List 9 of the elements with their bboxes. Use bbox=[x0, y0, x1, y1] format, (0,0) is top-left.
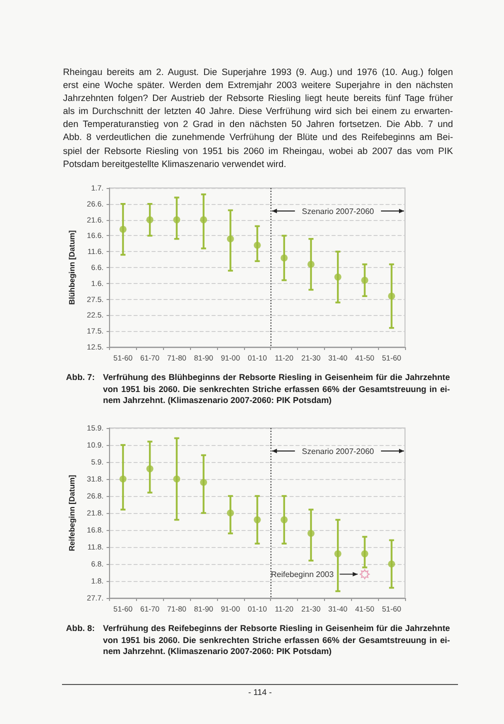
text: Verfrühung des Reifebeginns der Rebsorte Riesling in Geisenheim für die Jahrzehnte von 1951 bis 2060. Die senkrechten Striche erfassen 66% der Gesamtstreuung in ei- nem Jahrzehnt. (Klimaszenario 2007-2060: PIK Potsdam) bbox=[103, 623, 450, 656]
caption: Abb. 7: bbox=[66, 372, 95, 382]
caption: Abb. 8: bbox=[66, 623, 95, 633]
ref-line-label: Szenario 2007-2060 bbox=[302, 206, 375, 216]
ref-line-label: Szenario 2007-2060 bbox=[302, 446, 375, 456]
text: - 114 - bbox=[248, 687, 272, 697]
text: Rheingau bereits am 2. August. Die Superjahre 1993 (9. Aug.) und 1976 (10. Aug.) folgen erst eine Woche später. Werden dem Extremjahr 2003 weitere Superjahre in den nächsten Jahrzehnten folgen? Der Austrieb der Rebsorte Riesling liegt heute bereits fünf Tage früher als im Durchschnitt der letzten 40 Jahre. Diese Verfrühung wird sich bei einem zu erwarten- den Temperaturanstieg von 2 Grad in den nächsten 50 Jahren fortsetzen. Die Abb. 7 und Abb. 8 verdeutlichen die zunehmende Verfrühung der Blüte und des Reifebeginns am Bei- spiel der Rebsorte Riesling von 1951 bis 2060 im Rheingau, wobei ab 2007 das vom PIK Potsdam bereitgestellte Klimaszenario verwendet wird. bbox=[63, 67, 453, 169]
text: Verfrühung des Blühbeginns der Rebsorte Riesling in Geisenheim für die Jahrzehnte von 1951 bis 2060. Die senkrechten Striche erfassen 66% der Gesamtstreuung in ei- nem Jahrzehnt. (Klimaszenario 2007-2060: PIK Potsdam) bbox=[103, 372, 450, 405]
text: Reifebeginn 2003 bbox=[270, 570, 334, 579]
